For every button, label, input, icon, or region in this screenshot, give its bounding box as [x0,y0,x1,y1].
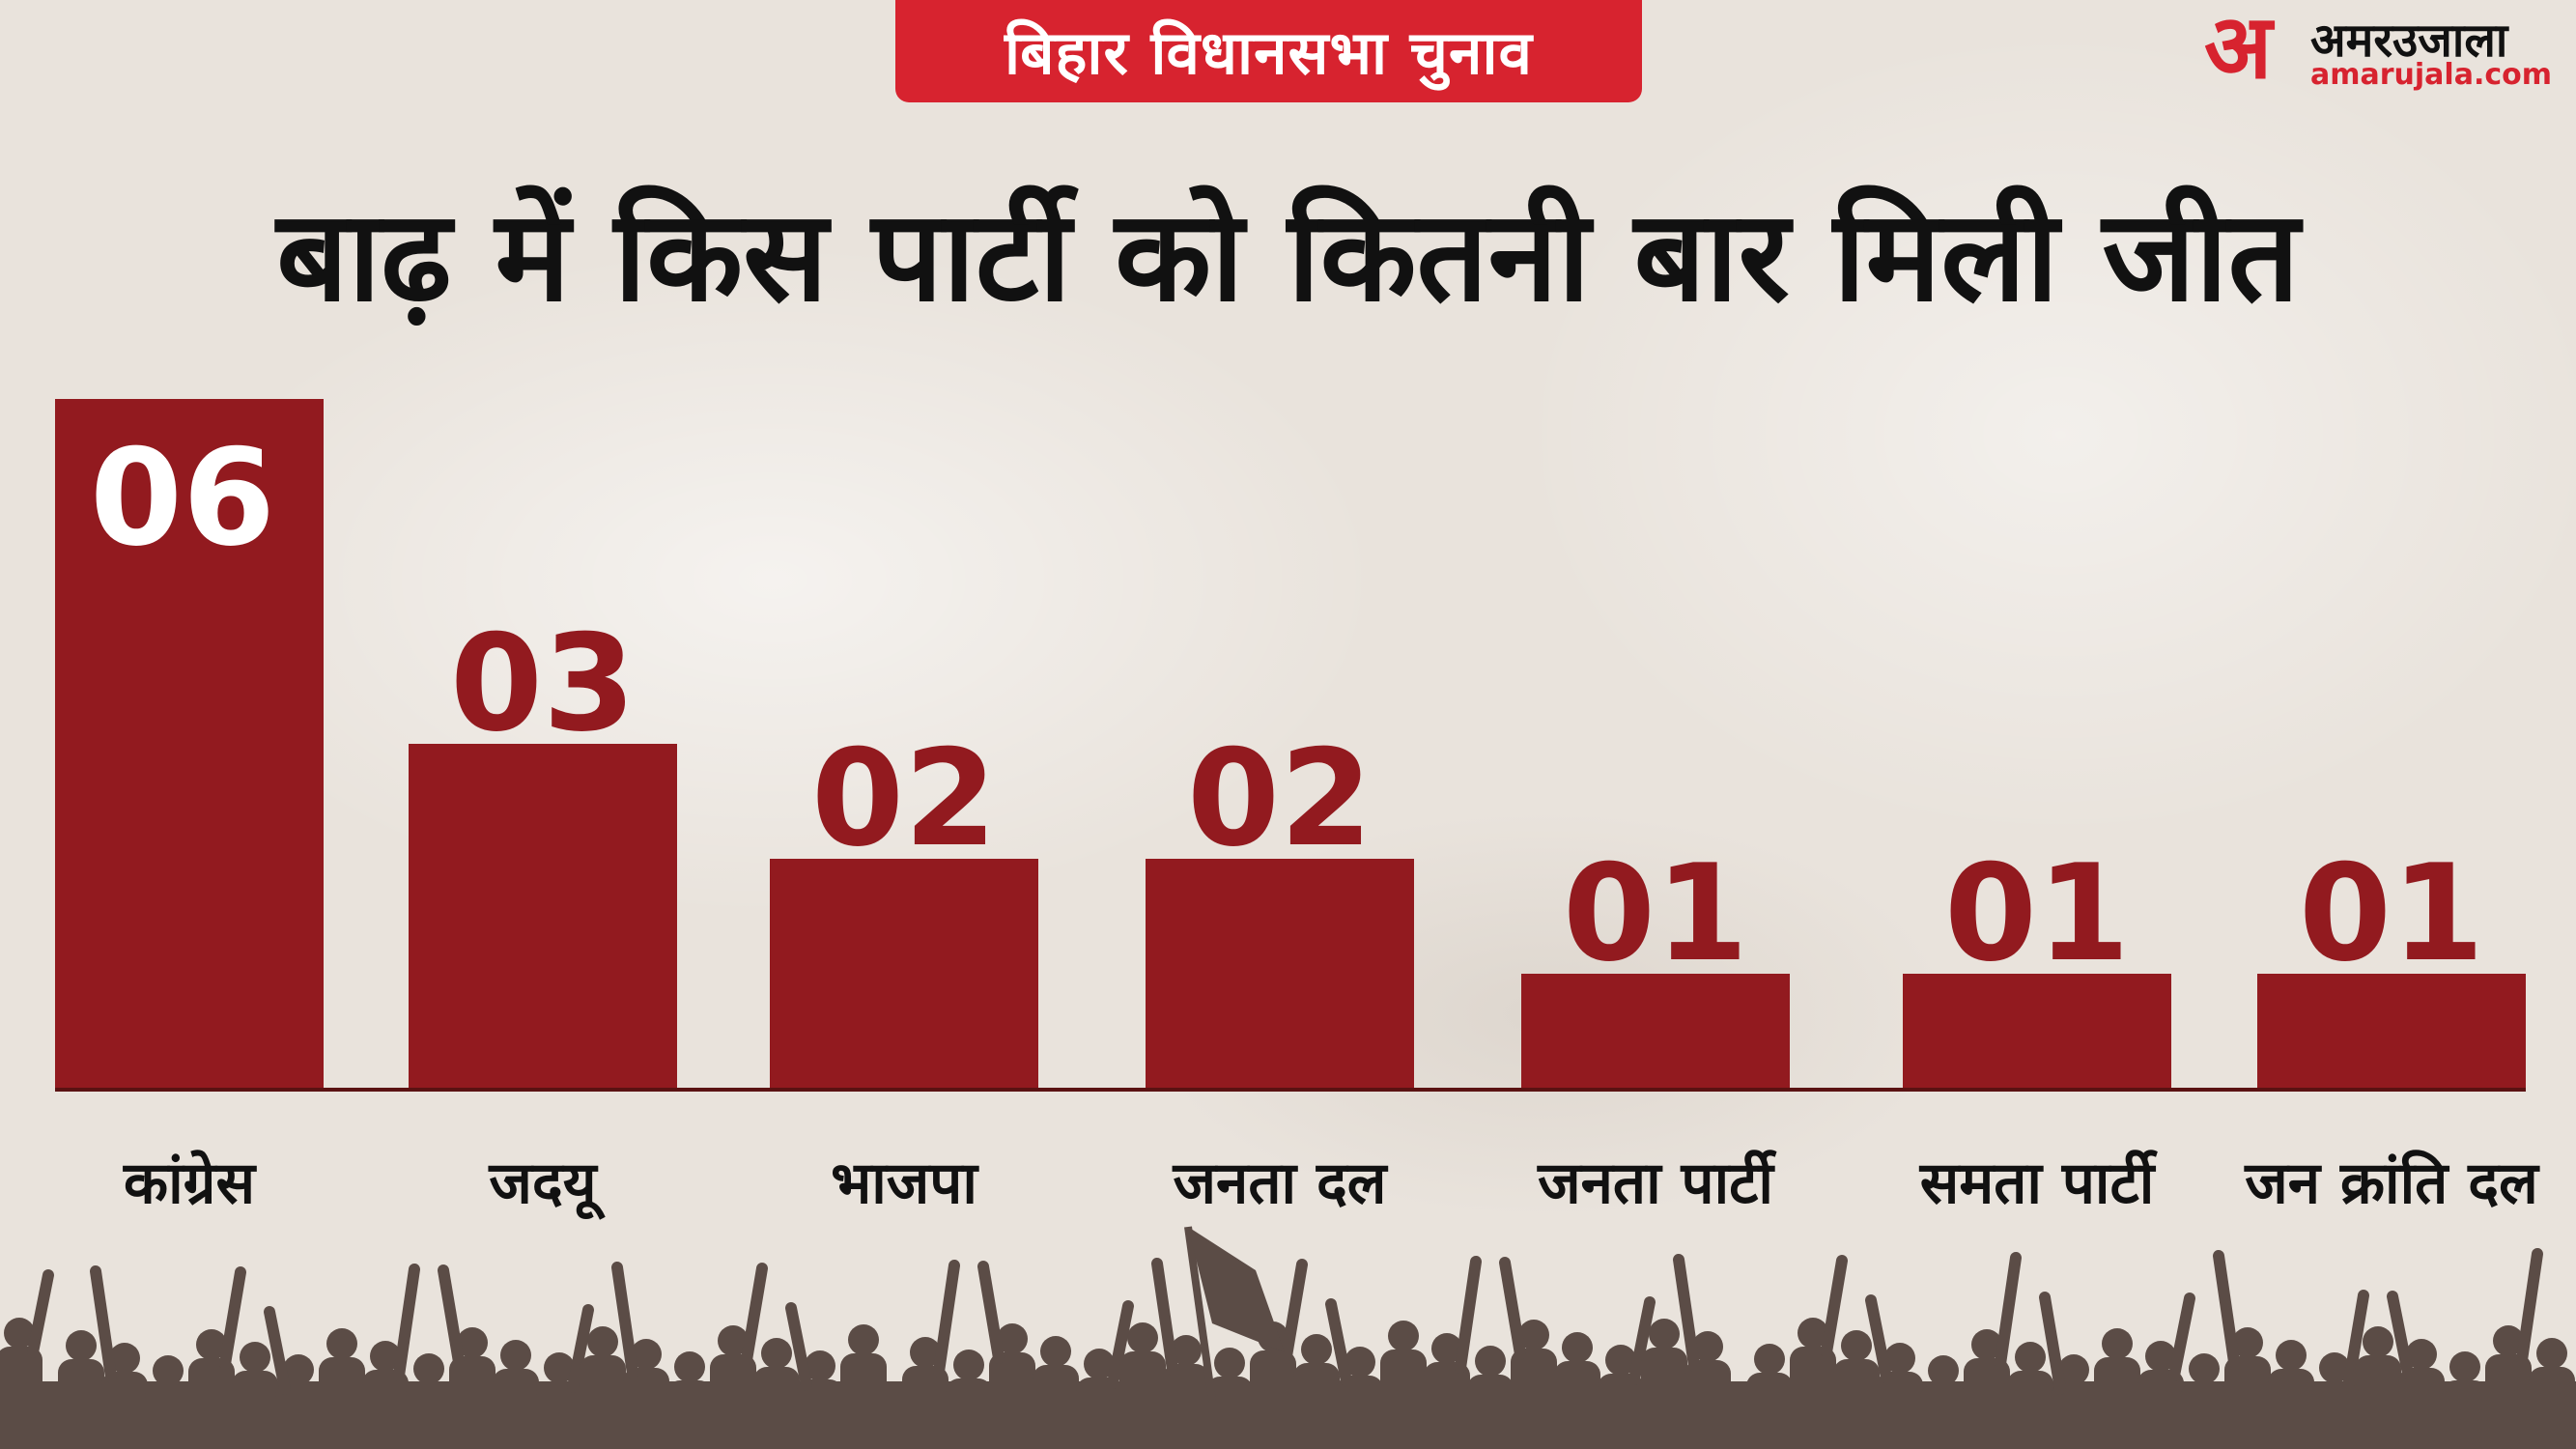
category-label-5: समता पार्टी [1919,1150,2159,1217]
category-label-6: जन क्रांति दल [2244,1150,2540,1217]
value-label-6: 01 [2299,836,2484,991]
value-label-5: 01 [1944,836,2130,991]
category-label-4: जनता पार्टी [1537,1150,1777,1217]
bar-2 [770,859,1038,1089]
value-label-1: 03 [450,606,636,761]
bar-0 [55,399,324,1089]
bar-6 [2257,974,2526,1089]
banner-text: बिहार विधानसभा चुनाव [1005,17,1533,88]
category-label-3: जनता दल [1173,1150,1389,1217]
value-label-3: 02 [1187,721,1373,876]
amarujala-logo[interactable]: अ अमरउजाला amarujala.com [2204,0,2553,95]
bar-4 [1521,974,1790,1089]
value-label-4: 01 [1563,836,1748,991]
logo-url: amarujala.com [2310,58,2553,92]
page-title: बाढ़ में किस पार्टी को कितनी बार मिली जी… [276,183,2300,329]
logo-mark-icon: अ [2204,0,2273,99]
category-label-1: जदयू [488,1150,606,1220]
value-label-2: 02 [811,721,997,876]
value-label-0: 06 [90,420,275,576]
crowd-silhouette-icon [0,1226,2576,1449]
bar-5 [1903,974,2171,1089]
logo-name: अमरउजाला [2310,14,2508,68]
election-banner: बिहार विधानसभा चुनाव [895,0,1642,102]
category-label-0: कांग्रेस [123,1150,257,1217]
bar-3 [1146,859,1414,1089]
bar-1 [409,744,677,1089]
category-label-2: भाजपा [831,1150,979,1217]
